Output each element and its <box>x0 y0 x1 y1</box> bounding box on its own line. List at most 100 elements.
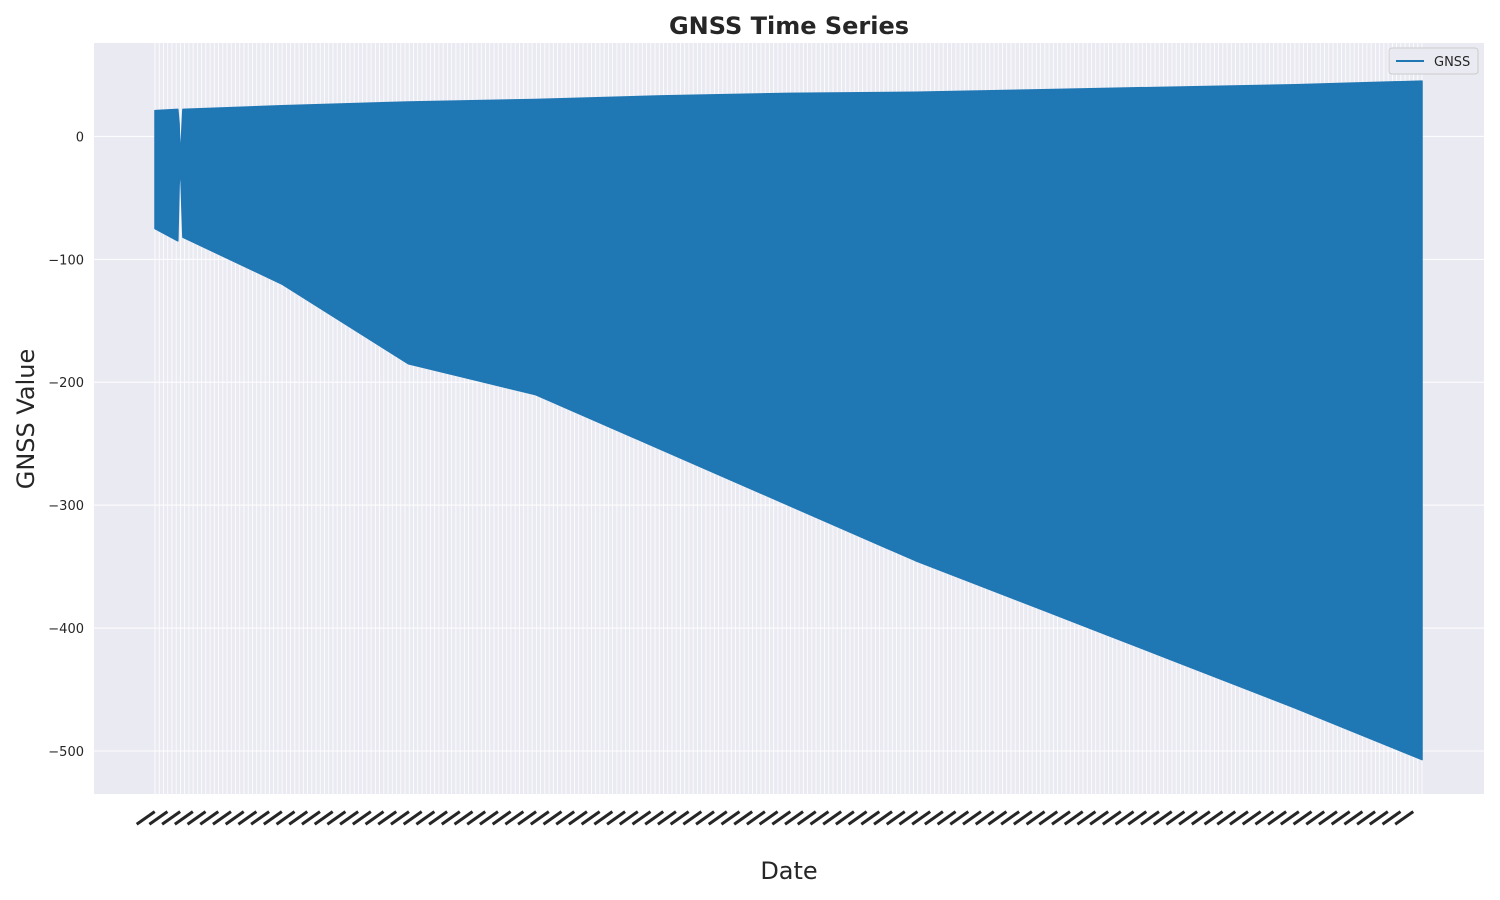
x-tick-mark-label <box>618 810 639 826</box>
x-tick-mark-label <box>212 810 232 826</box>
x-tick-labels <box>135 810 1415 826</box>
x-tick-mark-label <box>555 810 576 826</box>
x-tick-mark-label <box>135 810 156 826</box>
x-tick-mark-label <box>148 810 169 826</box>
x-tick-mark-label <box>974 810 995 826</box>
x-tick-mark-label <box>1368 810 1389 826</box>
x-tick-mark-label <box>1127 810 1148 826</box>
x-tick-mark-label <box>1000 810 1021 826</box>
x-tick-mark-label <box>644 810 665 826</box>
x-tick-mark-label <box>1038 810 1059 826</box>
y-ticks: 0 −100 −200 −300 −400 −500 <box>48 130 84 760</box>
x-tick-mark-label <box>479 810 499 826</box>
x-tick-mark-label <box>390 810 410 826</box>
x-tick-mark-label <box>161 810 181 826</box>
x-tick-mark-label <box>313 810 334 826</box>
x-tick-mark-label <box>949 810 970 826</box>
x-tick-mark-label <box>746 810 766 826</box>
y-tick-label: −100 <box>48 253 84 268</box>
x-tick-mark-label <box>453 810 474 826</box>
x-tick-mark-label <box>288 810 309 826</box>
x-tick-mark-label <box>428 810 448 826</box>
x-tick-mark-label <box>1101 810 1122 826</box>
y-tick-label: −400 <box>48 622 84 637</box>
x-tick-mark-label <box>1279 810 1300 826</box>
x-tick-mark-label <box>733 810 754 826</box>
x-tick-mark-label <box>402 810 423 826</box>
x-tick-mark-label <box>987 810 1008 826</box>
x-tick-mark-label <box>275 810 296 826</box>
x-tick-mark-label <box>529 810 550 826</box>
x-tick-mark-label <box>1305 810 1326 826</box>
x-tick-mark-label <box>1216 810 1237 826</box>
x-tick-mark-label <box>364 810 385 826</box>
x-tick-mark-label <box>491 810 512 826</box>
x-tick-mark-label <box>1330 810 1351 826</box>
x-tick-mark-label <box>707 810 728 826</box>
x-tick-mark-label <box>911 810 932 826</box>
x-tick-mark-label <box>199 810 220 826</box>
x-tick-mark-label <box>1254 810 1275 826</box>
x-tick-mark-label <box>377 810 398 826</box>
x-tick-mark-label <box>1394 810 1415 826</box>
x-tick-mark-label <box>720 810 741 826</box>
x-tick-mark-label <box>1063 810 1084 826</box>
chart-title: GNSS Time Series <box>669 12 909 40</box>
x-tick-mark-label <box>771 810 792 826</box>
x-axis-label: Date <box>760 857 817 885</box>
x-tick-mark-label <box>351 810 372 826</box>
legend: GNSS <box>1388 47 1479 75</box>
legend-frame <box>1388 47 1479 75</box>
x-tick-mark-label <box>796 810 817 826</box>
x-tick-mark-label <box>1140 810 1160 826</box>
x-tick-mark-label <box>1356 810 1376 826</box>
x-tick-mark-label <box>1190 810 1211 826</box>
x-tick-mark-label <box>580 810 601 826</box>
x-tick-mark-label <box>1318 810 1338 826</box>
x-tick-mark-label <box>262 810 283 826</box>
x-tick-mark-label <box>669 810 690 826</box>
x-tick-mark-label <box>1229 810 1249 826</box>
x-tick-mark-label <box>784 810 804 826</box>
x-tick-mark-label <box>237 810 258 826</box>
x-tick-mark-label <box>1076 810 1097 826</box>
x-tick-mark-label <box>1203 810 1224 826</box>
x-tick-mark-label <box>657 810 677 826</box>
x-tick-mark-label <box>936 810 957 826</box>
x-tick-mark-label <box>898 810 919 826</box>
y-tick-label: −200 <box>48 376 84 391</box>
x-tick-mark-label <box>1292 810 1313 826</box>
y-tick-label: 0 <box>76 130 84 145</box>
x-tick-mark-label <box>606 810 626 826</box>
x-tick-mark-label <box>682 810 703 826</box>
x-tick-mark-label <box>758 810 779 826</box>
x-tick-mark-label <box>695 810 715 826</box>
x-tick-mark-label <box>962 810 982 826</box>
x-tick-mark-label <box>860 810 881 826</box>
x-tick-mark-label <box>186 810 207 826</box>
x-tick-mark-label <box>326 810 347 826</box>
y-axis-label: GNSS Value <box>12 349 40 490</box>
x-tick-mark-label <box>542 810 563 826</box>
x-tick-mark-label <box>1241 810 1262 826</box>
x-tick-mark-label <box>593 810 614 826</box>
x-tick-mark-label <box>923 810 944 826</box>
x-tick-mark-label <box>873 810 893 826</box>
y-tick-label: −500 <box>48 745 84 760</box>
x-tick-mark-label <box>847 810 868 826</box>
x-tick-mark-label <box>301 810 321 826</box>
x-tick-mark-label <box>1089 810 1110 826</box>
x-tick-mark-label <box>224 810 245 826</box>
x-tick-mark-label <box>1051 810 1071 826</box>
x-tick-mark-label <box>835 810 855 826</box>
x-tick-mark-label <box>415 810 436 826</box>
x-tick-mark-label <box>466 810 487 826</box>
x-tick-mark-label <box>440 810 461 826</box>
x-tick-mark-label <box>1343 810 1364 826</box>
series-gnss-area <box>154 80 1423 761</box>
x-tick-mark-label <box>1114 810 1135 826</box>
x-tick-mark-label <box>809 810 830 826</box>
x-tick-mark-label <box>568 810 588 826</box>
x-tick-mark-label <box>517 810 537 826</box>
